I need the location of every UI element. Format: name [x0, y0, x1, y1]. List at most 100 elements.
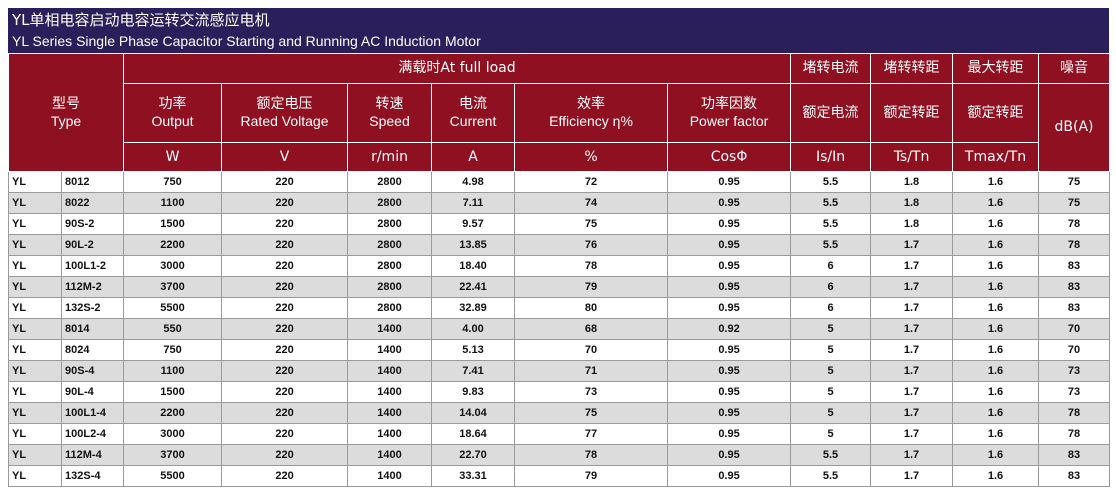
table-body: YL 8012 750 220 2800 4.98 72 0.95 5.5 1.8 1.6 75 YL 8…	[8, 171, 1111, 487]
cell-power-factor: 0.95	[667, 276, 792, 298]
cell-locked-torque: 1.7	[870, 276, 954, 298]
cell-power-factor: 0.95	[667, 360, 792, 382]
cell-locked-current: 5	[790, 381, 872, 403]
cell-voltage: 220	[221, 360, 349, 382]
unit-ts-tn: Ts/Tn	[870, 142, 954, 172]
cell-locked-current: 5	[790, 423, 872, 445]
locked-torque-header: 堵转转距	[870, 53, 954, 84]
cell-efficiency: 73	[514, 381, 669, 403]
table-row: YL 8024 750 220 1400 5.13 70 0.95 5 1.7 1.6 70	[8, 339, 1111, 361]
table-row: YL 90L-4 1500 220 1400 9.83 73 0.95 5 1.7 1.6 73	[8, 381, 1111, 403]
title-chinese: YL单相电容启动电容运转交流感应电机	[12, 11, 270, 29]
cell-power-factor: 0.95	[667, 402, 792, 424]
col-rated-torque-header: 额定转距	[870, 83, 954, 143]
cell-locked-torque: 1.8	[870, 171, 954, 193]
table-row: YL 8022 1100 220 2800 7.11 74 0.95 5.5 1.8 1.6 75	[8, 192, 1111, 214]
cell-locked-torque: 1.7	[870, 381, 954, 403]
cell-series: YL	[8, 213, 62, 235]
cell-power-factor: 0.95	[667, 255, 792, 277]
cell-noise: 83	[1038, 465, 1111, 487]
cell-current: 4.00	[431, 318, 516, 340]
cell-efficiency: 72	[514, 171, 669, 193]
cell-locked-current: 5.5	[790, 465, 872, 487]
cell-efficiency: 80	[514, 297, 669, 319]
cell-speed: 1400	[347, 402, 433, 424]
cell-locked-current: 5.5	[790, 213, 872, 235]
table-row: YL 8012 750 220 2800 4.98 72 0.95 5.5 1.8 1.6 75	[8, 171, 1111, 193]
cell-output: 3700	[123, 276, 223, 298]
table-row: YL 100L2-4 3000 220 1400 18.64 77 0.95 5 1.7 1.6 78	[8, 423, 1111, 445]
cell-voltage: 220	[221, 381, 349, 403]
cell-efficiency: 75	[514, 402, 669, 424]
cell-voltage: 220	[221, 213, 349, 235]
cell-speed: 2800	[347, 192, 433, 214]
cell-output: 2200	[123, 402, 223, 424]
cell-power-factor: 0.95	[667, 171, 792, 193]
cell-noise: 83	[1038, 297, 1111, 319]
unit-v: V	[221, 142, 349, 172]
cell-current: 13.85	[431, 234, 516, 256]
cell-noise: 83	[1038, 276, 1111, 298]
cell-series: YL	[8, 339, 62, 361]
table-row: YL 90S-2 1500 220 2800 9.57 75 0.95 5.5 1.8 1.6 78	[8, 213, 1111, 235]
cell-max-torque: 1.6	[952, 339, 1040, 361]
cell-output: 3000	[123, 255, 223, 277]
cell-power-factor: 0.95	[667, 234, 792, 256]
title-banner: YL单相电容启动电容运转交流感应电机 YL Series Single Phas…	[8, 8, 1109, 53]
table-row: YL 112M-2 3700 220 2800 22.41 79 0.95 6 1.7 1.6 83	[8, 276, 1111, 298]
cell-locked-current: 5	[790, 339, 872, 361]
cell-series: YL	[8, 234, 62, 256]
table-row: YL 132S-4 5500 220 1400 33.31 79 0.95 5.5 1.7 1.6 8…	[8, 465, 1111, 487]
cell-max-torque: 1.6	[952, 297, 1040, 319]
cell-locked-torque: 1.7	[870, 318, 954, 340]
unit-w: W	[123, 142, 223, 172]
col-power-factor-header: 功率因数 Power factor	[667, 83, 792, 143]
unit-pct: %	[514, 142, 669, 172]
cell-current: 9.83	[431, 381, 516, 403]
cell-max-torque: 1.6	[952, 276, 1040, 298]
cell-speed: 1400	[347, 339, 433, 361]
cell-series: YL	[8, 381, 62, 403]
cell-series: YL	[8, 192, 62, 214]
cell-power-factor: 0.95	[667, 465, 792, 487]
title-english: YL Series Single Phase Capacitor Startin…	[12, 33, 481, 49]
cell-model: 112M-4	[60, 444, 125, 466]
cell-output: 1500	[123, 381, 223, 403]
cell-model: 8014	[60, 318, 125, 340]
table-row: YL 100L1-4 2200 220 1400 14.04 75 0.95 5 1.7 1.6 78	[8, 402, 1111, 424]
cell-model: 132S-4	[60, 465, 125, 487]
table-row: YL 90S-4 1100 220 1400 7.41 71 0.95 5 1.7 1.6 73	[8, 360, 1111, 382]
cell-series: YL	[8, 276, 62, 298]
cell-locked-torque: 1.8	[870, 213, 954, 235]
cell-speed: 2800	[347, 297, 433, 319]
cell-efficiency: 70	[514, 339, 669, 361]
cell-output: 3000	[123, 423, 223, 445]
cell-locked-torque: 1.7	[870, 360, 954, 382]
cell-efficiency: 76	[514, 234, 669, 256]
cell-series: YL	[8, 297, 62, 319]
col-efficiency-header: 效率 Efficiency η%	[514, 83, 669, 143]
cell-locked-current: 5.5	[790, 444, 872, 466]
col-current-header: 电流 Current	[431, 83, 516, 143]
cell-locked-current: 5.5	[790, 234, 872, 256]
cell-power-factor: 0.95	[667, 297, 792, 319]
cell-voltage: 220	[221, 318, 349, 340]
cell-voltage: 220	[221, 276, 349, 298]
cell-max-torque: 1.6	[952, 213, 1040, 235]
cell-model: 90L-2	[60, 234, 125, 256]
cell-max-torque: 1.6	[952, 465, 1040, 487]
cell-noise: 78	[1038, 213, 1111, 235]
cell-current: 5.13	[431, 339, 516, 361]
cell-model: 8024	[60, 339, 125, 361]
cell-locked-torque: 1.8	[870, 192, 954, 214]
table-row: YL 100L1-2 3000 220 2800 18.40 78 0.95 6 1.7 1.6 83	[8, 255, 1111, 277]
cell-max-torque: 1.6	[952, 318, 1040, 340]
cell-max-torque: 1.6	[952, 171, 1040, 193]
cell-series: YL	[8, 423, 62, 445]
cell-power-factor: 0.95	[667, 381, 792, 403]
max-torque-header: 最大转距	[952, 53, 1040, 84]
table-row: YL 90L-2 2200 220 2800 13.85 76 0.95 5.5 1.7 1.6 78	[8, 234, 1111, 256]
cell-noise: 73	[1038, 360, 1111, 382]
full-load-header: 满载时At full load	[123, 53, 792, 84]
cell-current: 14.04	[431, 402, 516, 424]
